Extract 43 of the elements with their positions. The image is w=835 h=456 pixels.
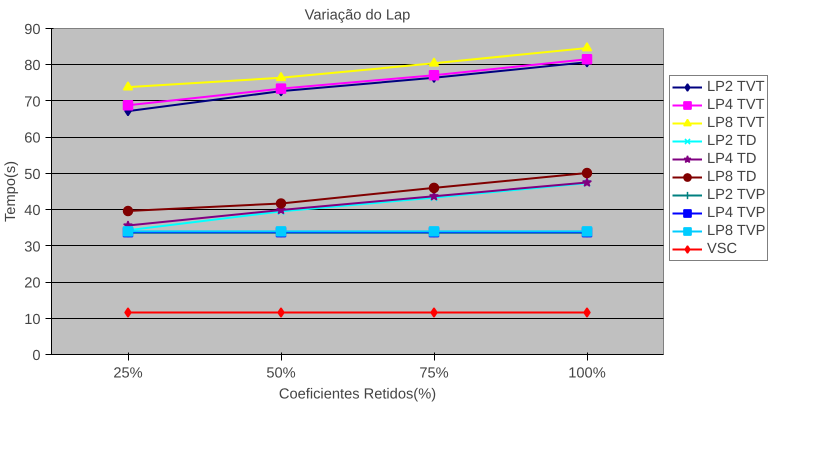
point (124, 307, 132, 318)
y-tick-label: 20 (24, 276, 41, 292)
y-tick-label: 0 (32, 348, 41, 364)
y-tick-label: 30 (24, 239, 41, 256)
point (428, 57, 440, 67)
legend-label: LP8 TD (707, 168, 756, 186)
point (122, 81, 134, 91)
legend-label: LP4 TD (707, 150, 756, 168)
point (122, 206, 134, 216)
point (428, 70, 440, 80)
point (583, 307, 591, 318)
y-tick-label: 40 (24, 203, 41, 220)
point (428, 182, 440, 194)
legend-label: LP8 TVP (707, 222, 766, 240)
y-tick-label: 90 (24, 22, 41, 38)
y-tick-label: 50 (24, 166, 41, 183)
x-tick-label: 25% (113, 366, 143, 382)
point (276, 83, 286, 94)
y-tick-label: 60 (24, 130, 41, 147)
point (582, 54, 592, 65)
x-axis-title: Coeficientes Retidos(%) (278, 386, 436, 402)
legend-label: LP2 TD (707, 132, 756, 150)
y-tick-label: 80 (24, 58, 41, 74)
point (430, 307, 438, 318)
point (122, 100, 134, 111)
point (276, 198, 286, 209)
chart-title: Variação do Lap (304, 8, 410, 24)
point (277, 307, 285, 318)
x-tick-label: 75% (419, 366, 449, 382)
legend-label: LP4 TVP (707, 204, 766, 222)
y-tick-label: 70 (24, 94, 41, 110)
legend-label: LP2 TVP (707, 186, 766, 204)
y-tick-label: 10 (24, 312, 41, 328)
legend-label: VSC (707, 240, 738, 258)
point (582, 42, 592, 52)
legend-label: LP2 TVT (707, 78, 765, 96)
legend-label: LP8 TVT (707, 114, 765, 132)
y-axis-title: Tempo(s) (3, 160, 20, 222)
legend-label: LP4 TVT (707, 96, 765, 114)
x-tick-label: 100% (568, 366, 606, 382)
x-tick-label: 50% (266, 366, 296, 382)
point (582, 168, 592, 178)
point (276, 72, 286, 82)
